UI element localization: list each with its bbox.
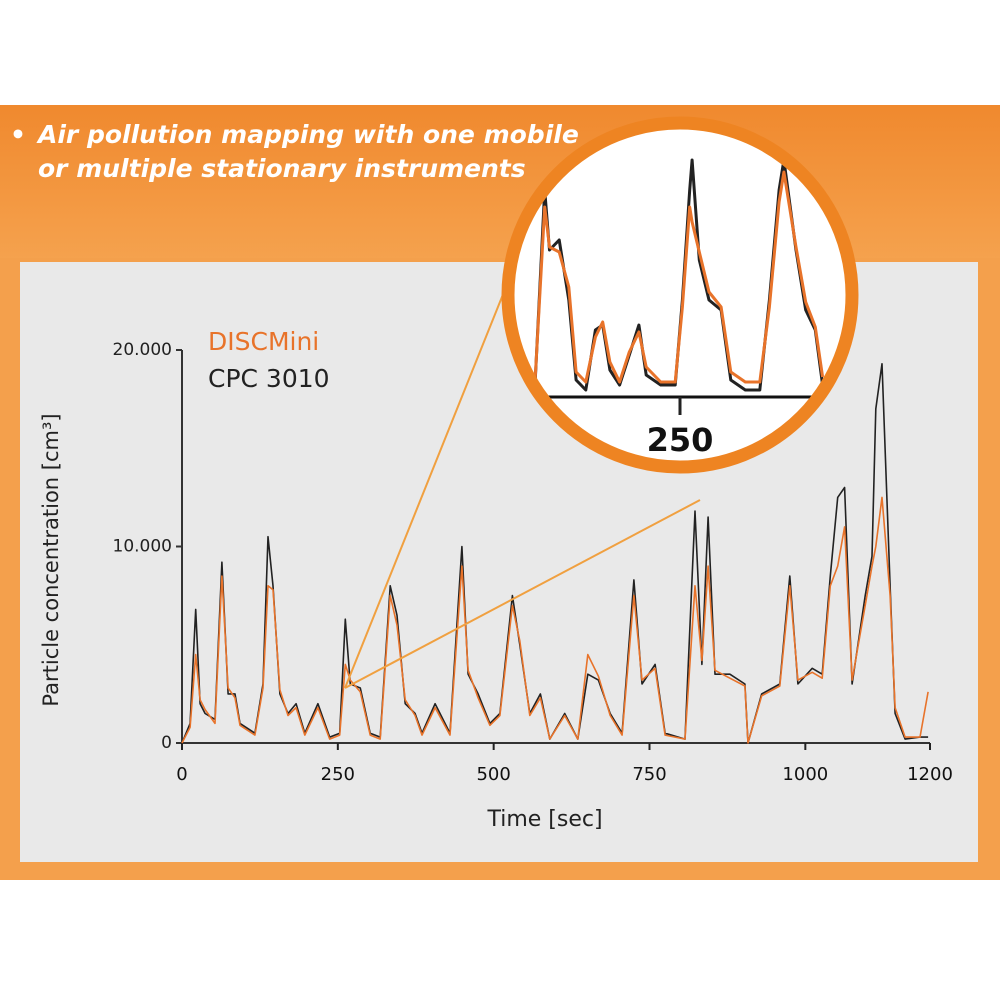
inset-background [514,129,846,461]
y-tick-label: 20.000 [113,340,172,360]
x-tick-label: 500 [476,764,510,785]
bullet-line: or multiple stationary instruments [38,154,526,183]
x-tick-label: 250 [647,421,714,459]
x-tick-label: 1200 [907,764,953,785]
x-tick-label: 750 [632,764,666,785]
bullet-line: Air pollution mapping with one mobile [36,120,579,149]
y-axis-label: Particle concentration [cm³] [39,413,63,706]
x-axis-label: Time [sec] [486,807,602,832]
inset-chart [533,158,825,415]
series-line [533,170,825,384]
x-tick-label: 250 [321,764,355,785]
bullet-dot: • [10,120,26,149]
legend-entry: DISCMini [208,327,319,356]
zoom-connector [344,251,521,689]
x-tick-label: 1000 [782,764,828,785]
y-tick-label: 10.000 [113,537,172,557]
series-line [181,496,929,744]
main-chart: Particle concentration [cm³] Time [sec] … [39,340,953,832]
y-tick-label: 0 [161,733,172,753]
zoom-connector [344,499,701,689]
x-tick-label: 0 [176,764,187,785]
inset-ring [501,116,859,474]
legend-entry: CPC 3010 [208,364,330,393]
